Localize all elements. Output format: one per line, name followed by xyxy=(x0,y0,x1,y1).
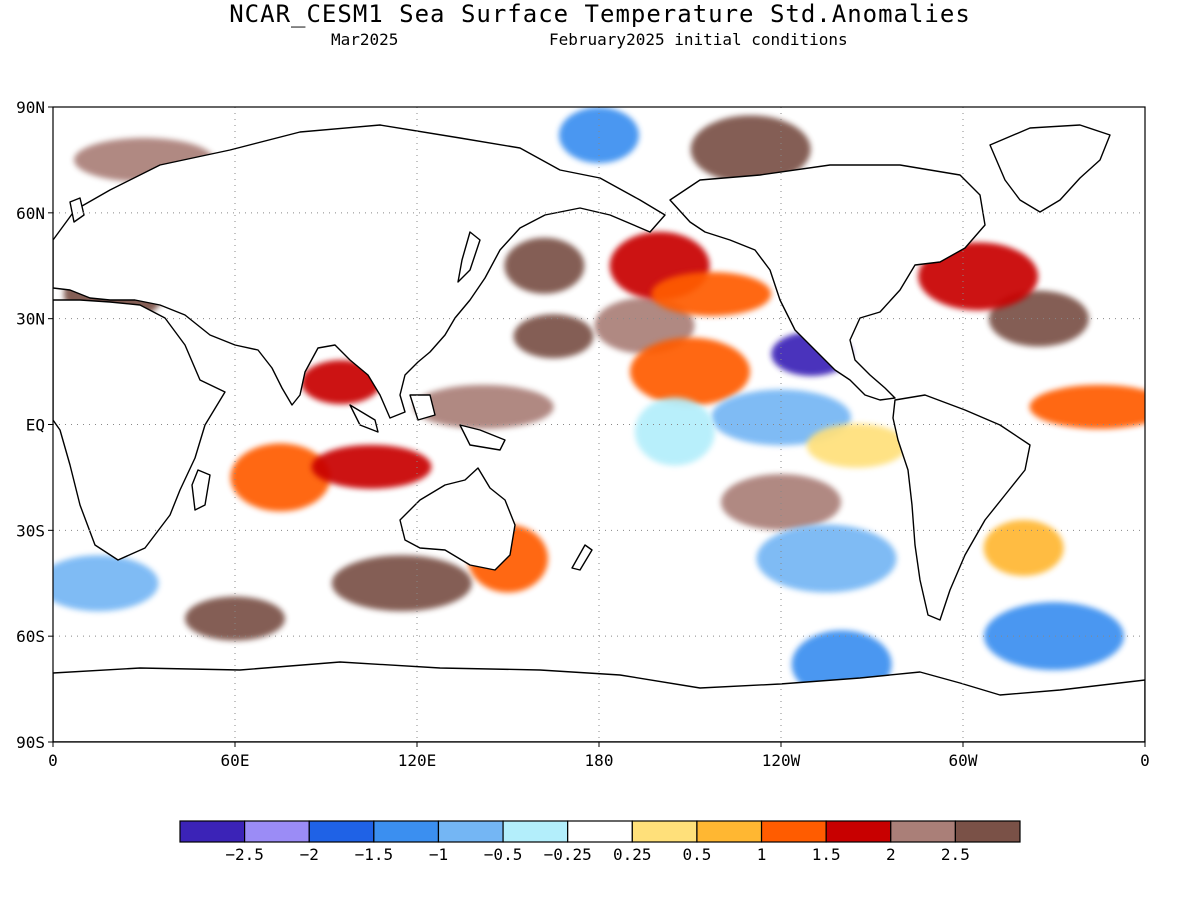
lat-label: 30S xyxy=(16,521,45,540)
land-madagascar xyxy=(191,469,211,511)
colorbar-label: −1 xyxy=(429,845,448,864)
colorbar-label: 1.5 xyxy=(812,845,841,864)
colorbar-label: −2.5 xyxy=(225,845,264,864)
anomaly-region xyxy=(984,602,1124,671)
colorbar-label: 2.5 xyxy=(941,845,970,864)
colorbar-swatch xyxy=(696,820,763,843)
lon-label: 120W xyxy=(762,751,801,770)
anomaly-region xyxy=(311,444,432,489)
anomaly-region xyxy=(630,337,750,406)
colorbar-swatch xyxy=(179,820,246,843)
colorbar-label: −1.5 xyxy=(355,845,394,864)
anomaly-region xyxy=(513,314,594,359)
colorbar: −2.5 −2 −1.5 −1 −0.5 −0.25 0.25 0.5 1 1.5 2 2.5 xyxy=(179,820,1021,864)
land-new-zealand xyxy=(571,544,593,571)
colorbar-label: −0.25 xyxy=(544,845,592,864)
colorbar-swatch xyxy=(890,820,956,843)
map-title: NCAR_CESM1 Sea Surface Temperature Std.A… xyxy=(229,0,971,28)
anomaly-region xyxy=(413,384,554,429)
latitude-labels: 90N 60N 30N EQ 30S 60S 90S xyxy=(16,98,53,752)
colorbar-label: −2 xyxy=(300,845,319,864)
anomaly-region xyxy=(634,397,715,466)
colorbar-label: 0.25 xyxy=(613,845,652,864)
anomaly-region xyxy=(988,290,1089,347)
land-north-america xyxy=(669,164,986,401)
land-indonesia-sumatra xyxy=(349,404,379,433)
lat-label: 90S xyxy=(16,733,45,752)
colorbar-swatch xyxy=(244,820,310,843)
lon-label: 0 xyxy=(1140,751,1150,770)
anomaly-region xyxy=(331,555,472,612)
anomaly-region xyxy=(185,596,285,641)
land-south-america xyxy=(892,394,1031,621)
colorbar-label: −0.5 xyxy=(484,845,523,864)
land-japan xyxy=(457,231,481,283)
colorbar-swatch xyxy=(954,820,1021,843)
land-greenland xyxy=(989,124,1111,213)
colorbar-swatch xyxy=(373,820,440,843)
lon-label: 0 xyxy=(48,751,58,770)
land-borneo xyxy=(409,394,436,421)
sst-anomaly-field xyxy=(53,107,1145,742)
lon-label: 60W xyxy=(949,751,978,770)
lon-label: 180 xyxy=(585,751,614,770)
land-new-guinea xyxy=(459,424,506,451)
longitude-labels: 0 60E 120E 180 120W 60W 0 xyxy=(48,742,1150,770)
colorbar-swatch xyxy=(760,820,827,843)
anomaly-region xyxy=(806,423,907,468)
colorbar-label: 1 xyxy=(757,845,767,864)
anomaly-region xyxy=(983,519,1064,576)
lat-label: 60S xyxy=(16,627,45,646)
landmasses xyxy=(53,124,1145,742)
anomaly-region xyxy=(504,237,585,294)
anomaly-region xyxy=(721,474,841,531)
anomaly-region xyxy=(918,242,1039,311)
colorbar-label: 2 xyxy=(886,845,896,864)
lon-label: 60E xyxy=(221,751,250,770)
valid-month: Mar2025 xyxy=(331,30,399,49)
lon-label: 120E xyxy=(398,751,437,770)
colorbar-label: 0.5 xyxy=(682,845,711,864)
anomaly-region xyxy=(711,389,851,446)
anomaly-region xyxy=(1029,384,1145,429)
anomaly-region xyxy=(230,443,331,512)
gridlines xyxy=(53,107,1145,742)
lat-label: EQ xyxy=(26,416,45,435)
anomaly-region xyxy=(756,524,897,593)
land-eurasia xyxy=(53,124,666,419)
lat-label: 90N xyxy=(16,98,45,117)
colorbar-swatch xyxy=(567,820,633,843)
anomaly-region xyxy=(690,115,811,184)
land-australia xyxy=(399,467,516,571)
anomaly-region xyxy=(53,555,159,612)
anomaly-region xyxy=(651,271,772,316)
lat-label: 30N xyxy=(16,310,45,329)
colorbar-swatch xyxy=(825,820,892,843)
lat-label: 60N xyxy=(16,204,45,223)
colorbar-swatch xyxy=(437,820,504,843)
colorbar-swatch xyxy=(308,820,375,843)
land-africa xyxy=(53,299,226,561)
colorbar-swatch xyxy=(631,820,698,843)
land-uk xyxy=(69,197,85,223)
initial-conditions: February2025 initial conditions xyxy=(549,30,848,49)
colorbar-swatch xyxy=(502,820,569,843)
anomaly-region xyxy=(301,360,382,405)
anomaly-region xyxy=(559,107,639,164)
